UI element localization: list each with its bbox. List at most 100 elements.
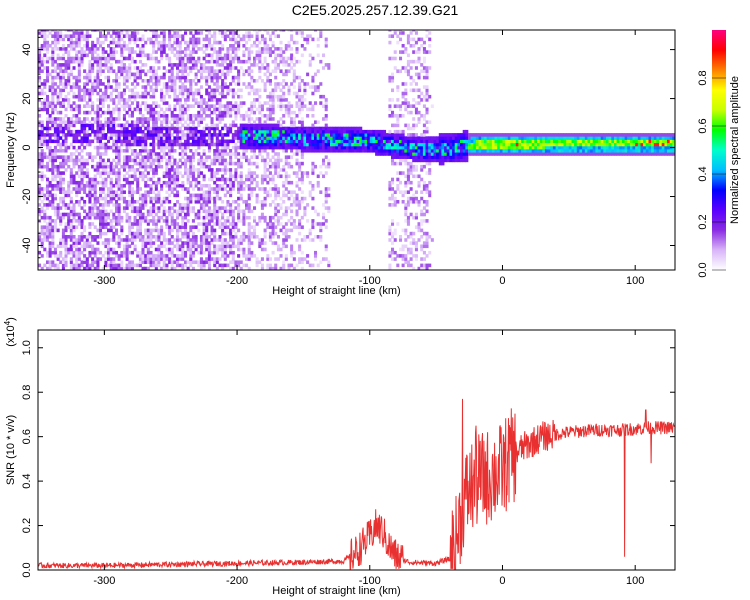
- heatmap-cell: [109, 117, 113, 121]
- heatmap-cell: [274, 59, 278, 64]
- heatmap-cell: [279, 215, 283, 220]
- heatmap-cell: [279, 254, 283, 258]
- heatmap-cell: [247, 31, 251, 35]
- heatmap-cell: [144, 193, 148, 198]
- heatmap-cell: [197, 174, 201, 179]
- heatmap-cell: [282, 164, 286, 169]
- heatmap-cell: [48, 190, 52, 194]
- heatmap-cell: [231, 225, 235, 229]
- heatmap-cell: [46, 59, 50, 64]
- heatmap-cell: [138, 142, 142, 147]
- heatmap-cell: [170, 155, 174, 159]
- heatmap-cell: [388, 75, 392, 80]
- heatmap-cell: [130, 168, 134, 172]
- heatmap-cell: [128, 184, 132, 188]
- heatmap-cell: [93, 187, 97, 191]
- heatmap-cell: [300, 149, 304, 153]
- heatmap-cell: [229, 31, 233, 35]
- heatmap-cell: [56, 126, 60, 131]
- heatmap-cell: [292, 225, 296, 229]
- heatmap-cell: [115, 34, 119, 38]
- heatmap-cell: [154, 117, 158, 121]
- heatmap-cell: [40, 44, 44, 48]
- heatmap-cell: [268, 219, 272, 223]
- heatmap-cell: [194, 101, 198, 105]
- heatmap-cell: [237, 209, 241, 214]
- heatmap-cell: [234, 149, 238, 153]
- heatmap-cell: [234, 161, 238, 166]
- heatmap-cell: [255, 117, 259, 121]
- heatmap-cell: [314, 85, 318, 89]
- heatmap-cell: [199, 257, 203, 261]
- heatmap-cell: [184, 75, 188, 80]
- heatmap-cell: [199, 75, 203, 80]
- heatmap-cell: [207, 30, 211, 32]
- heatmap-cell: [138, 212, 142, 217]
- heatmap-cell: [75, 155, 79, 159]
- heatmap-cell: [231, 244, 235, 249]
- heatmap-cell: [253, 91, 257, 96]
- heatmap-cell: [104, 56, 108, 61]
- heatmap-cell: [120, 30, 124, 32]
- heatmap-cell: [64, 79, 68, 83]
- heatmap-cell: [141, 200, 145, 204]
- heatmap-cell: [162, 149, 166, 153]
- heatmap-cell: [213, 82, 217, 86]
- heatmap-cell: [178, 59, 182, 64]
- heatmap-cell: [107, 44, 111, 48]
- heatmap-cell: [99, 40, 103, 45]
- heatmap-cell: [303, 104, 307, 108]
- heatmap-cell: [335, 129, 339, 134]
- heatmap-cell: [292, 142, 296, 147]
- heatmap-cell: [61, 47, 65, 51]
- heatmap-cell: [152, 190, 156, 194]
- heatmap-cell: [287, 101, 291, 105]
- heatmap-cell: [191, 168, 195, 172]
- heatmap-cell: [133, 129, 137, 134]
- heatmap-cell: [231, 104, 235, 108]
- heatmap-cell: [316, 184, 320, 188]
- heatmap-cell: [377, 142, 381, 147]
- heatmap-cell: [186, 196, 190, 201]
- heatmap-cell: [173, 209, 177, 214]
- heatmap-cell: [83, 133, 87, 137]
- heatmap-cell: [242, 59, 246, 64]
- heatmap-cell: [250, 231, 254, 236]
- heatmap-cell: [388, 184, 392, 188]
- heatmap-cell: [306, 260, 310, 264]
- heatmap-cell: [99, 66, 103, 70]
- heatmap-cell: [287, 190, 291, 194]
- heatmap-cell: [61, 238, 65, 242]
- heatmap-cell: [152, 126, 156, 131]
- heatmap-cell: [146, 254, 150, 258]
- heatmap-cell: [263, 235, 267, 239]
- heatmap-cell: [104, 193, 108, 198]
- heatmap-cell: [199, 117, 203, 121]
- heatmap-cell: [149, 94, 153, 99]
- heatmap-cell: [61, 88, 65, 93]
- heatmap-cell: [263, 88, 267, 93]
- heatmap-cell: [308, 34, 312, 38]
- heatmap-cell: [229, 190, 233, 194]
- heatmap-cell: [85, 136, 89, 140]
- heatmap-cell: [115, 94, 119, 99]
- heatmap-cell: [93, 120, 97, 124]
- heatmap-cell: [300, 266, 304, 270]
- heatmap-cell: [391, 98, 395, 102]
- heatmap-cell: [215, 69, 219, 73]
- heatmap-cell: [168, 152, 172, 156]
- heatmap-cell: [77, 72, 81, 77]
- heatmap-cell: [77, 168, 81, 172]
- heatmap-cell: [162, 235, 166, 239]
- heatmap-cell: [210, 241, 214, 245]
- heatmap-cell: [393, 190, 397, 194]
- heatmap-cell: [290, 47, 294, 51]
- heatmap-cell: [176, 184, 180, 188]
- heatmap-cell: [282, 149, 286, 153]
- heatmap-cell: [107, 117, 111, 121]
- heatmap-cell: [112, 101, 116, 105]
- heatmap-cell: [144, 30, 148, 32]
- heatmap-cell: [149, 228, 153, 233]
- heatmap-cell: [258, 117, 262, 121]
- heatmap-cell: [138, 149, 142, 153]
